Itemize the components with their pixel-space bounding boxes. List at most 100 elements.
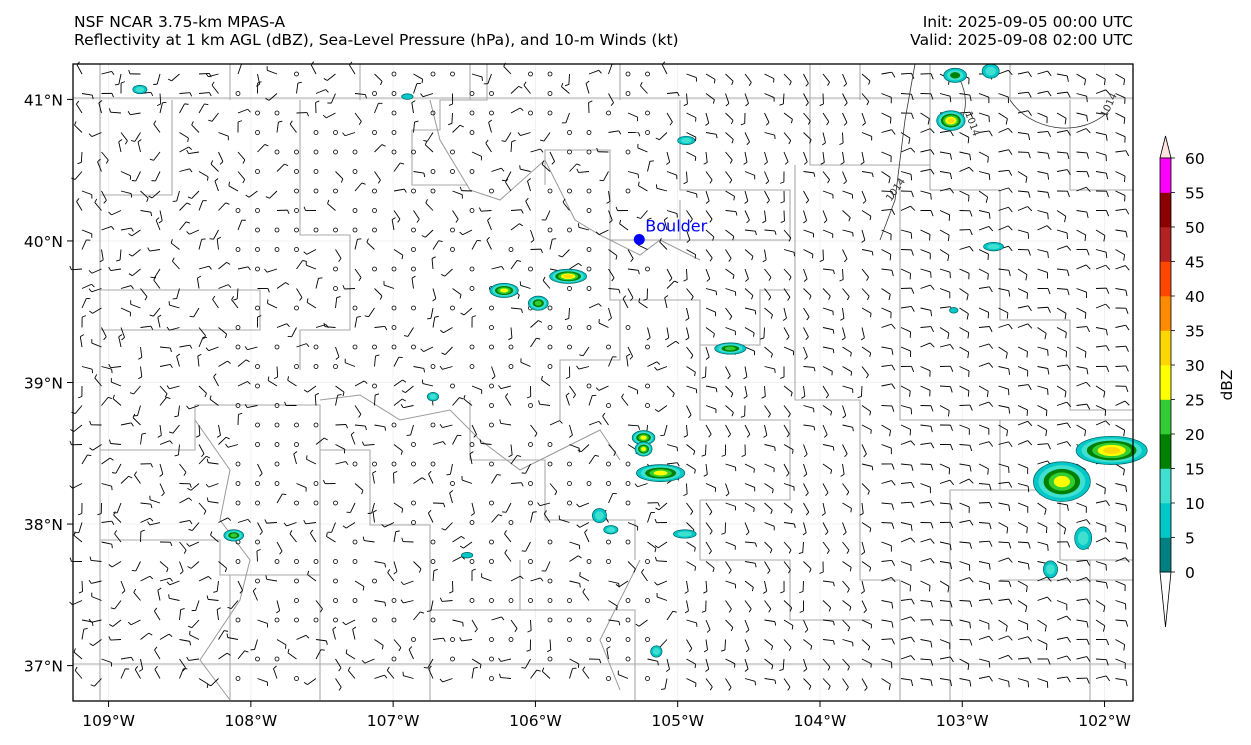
barb-flag [168, 594, 170, 599]
wind-barb [499, 419, 512, 426]
barb-shaft [352, 629, 356, 640]
wind-barb [237, 151, 246, 164]
barb-shaft [330, 93, 336, 104]
barb-flag [1028, 152, 1031, 159]
wind-barb [439, 365, 453, 370]
barb-shaft [783, 424, 790, 435]
barb-flag [428, 665, 432, 670]
barb-flag [694, 547, 696, 552]
graticule [73, 64, 1133, 701]
barb-shaft [120, 327, 125, 338]
barb-shaft [705, 346, 710, 358]
barb-flag [162, 101, 167, 104]
barb-shaft [861, 541, 866, 553]
wind-barb [664, 295, 669, 309]
wind-barb [428, 470, 434, 484]
barb-shaft [959, 268, 970, 274]
barb-shaft [782, 93, 785, 105]
calm-wind-circle [274, 149, 280, 155]
wind-barb [725, 229, 735, 241]
barb-shaft [444, 346, 453, 355]
wind-barb [315, 600, 323, 613]
wind-barb [959, 210, 973, 217]
wind-barb [276, 120, 283, 133]
barb-shaft [686, 307, 690, 319]
barb-shaft [504, 533, 512, 543]
barb-flag [244, 403, 248, 408]
wind-barb [959, 478, 974, 484]
wind-barb [179, 202, 191, 211]
barb-flag [365, 425, 367, 431]
barb-shaft [1095, 229, 1106, 236]
colorbar-segment [1160, 261, 1171, 297]
reflectivity-contour [1103, 447, 1121, 454]
barb-flag [1047, 173, 1050, 180]
wind-barb [1017, 229, 1030, 239]
wind-barb [537, 502, 551, 507]
barb-flag [866, 101, 870, 106]
wind-barb [237, 412, 243, 426]
barb-shaft [861, 73, 871, 82]
wind-barb [783, 424, 790, 438]
barb-flag [774, 230, 777, 235]
barb-flag [1104, 488, 1106, 495]
barb-shaft [1037, 619, 1047, 626]
wind-barb [198, 678, 209, 689]
wind-barb [273, 665, 278, 679]
barb-flag [303, 251, 307, 255]
barb-flag [78, 591, 83, 594]
wind-barb [764, 346, 773, 358]
wind-barb [744, 541, 757, 547]
barb-shaft [1017, 463, 1028, 469]
barb-shaft [705, 307, 716, 313]
wind-barb [276, 163, 289, 172]
wind-barb [1076, 381, 1091, 388]
barb-flag [459, 545, 464, 549]
calm-wind-circle [313, 559, 319, 564]
barb-flag [780, 376, 785, 379]
wind-barb [530, 337, 541, 348]
wind-barb [744, 619, 750, 633]
wind-barb [335, 424, 348, 429]
wind-barb [666, 340, 680, 348]
barb-shaft [842, 541, 850, 551]
wind-barb [265, 190, 278, 199]
barb-shaft [579, 575, 590, 582]
barb-shaft [598, 322, 609, 328]
county-boundary [100, 539, 320, 576]
wind-barb [218, 652, 231, 660]
reflectivity-contour [230, 533, 238, 538]
wind-barb [978, 130, 993, 137]
barb-shaft [764, 171, 770, 182]
reflectivity-cell [631, 430, 656, 446]
barb-flag [286, 323, 290, 327]
barb-shaft [803, 385, 806, 397]
barb-flag [909, 390, 911, 397]
wind-barb [660, 678, 668, 690]
barb-shaft [939, 268, 951, 273]
barb-flag [441, 528, 446, 531]
barb-shaft [569, 444, 580, 449]
barb-flag [969, 639, 973, 646]
wind-barb [920, 558, 935, 564]
wind-barb [920, 307, 933, 317]
wind-barb [459, 541, 473, 549]
barb-shaft [881, 364, 892, 367]
barb-shaft [1076, 307, 1087, 314]
calm-wind-circle [333, 559, 338, 564]
barb-shaft [101, 249, 104, 260]
barb-shaft [73, 651, 83, 660]
wind-barb [198, 336, 208, 348]
wind-barb [521, 541, 531, 552]
wind-barb [959, 327, 970, 339]
wind-barb [939, 288, 951, 299]
barb-flag [743, 161, 748, 165]
barb-shaft [549, 483, 558, 492]
wind-barb [526, 385, 532, 399]
wind-barb [686, 639, 693, 652]
barb-flag [665, 337, 669, 341]
barb-flag [731, 120, 734, 125]
calm-wind-circle [391, 266, 397, 272]
barb-shaft [1115, 619, 1127, 622]
barb-flag [77, 162, 82, 165]
